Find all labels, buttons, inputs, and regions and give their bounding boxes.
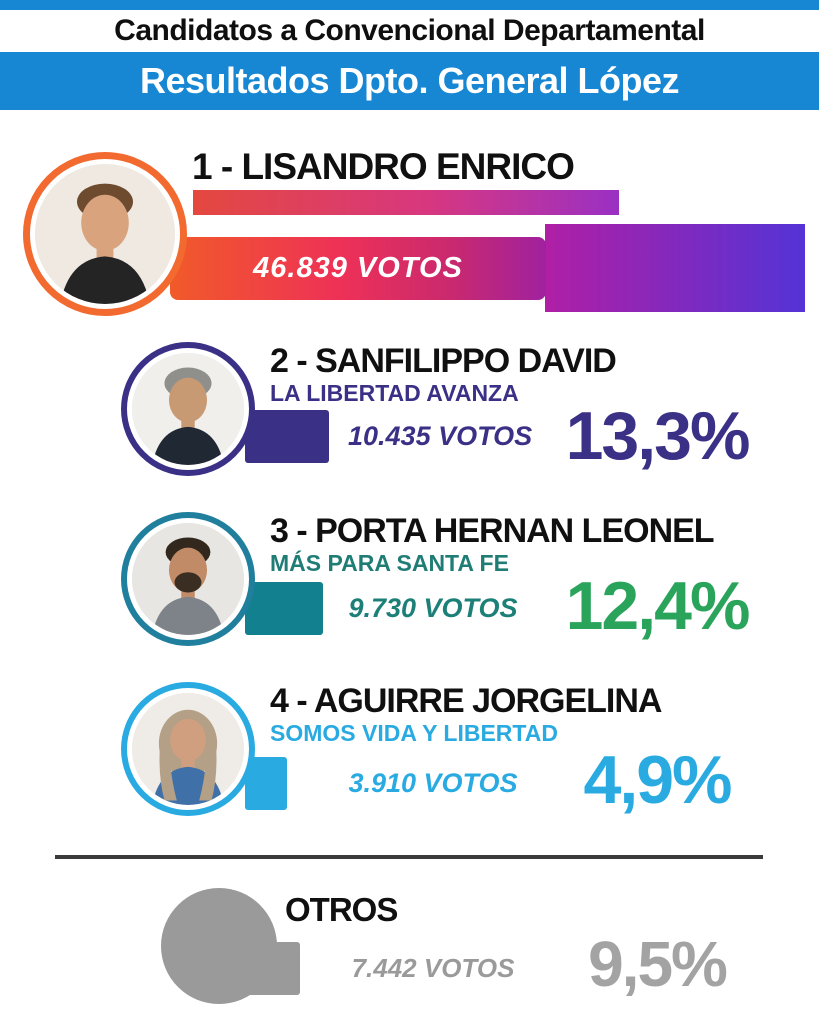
candidate-avatar <box>121 512 255 646</box>
percentage-value: 12,4% <box>565 568 751 644</box>
votes-label: 7.442 VOTOS <box>351 953 515 983</box>
candidate-photo <box>35 164 175 304</box>
candidate-photo <box>132 523 244 635</box>
others-avatar-placeholder <box>161 888 277 1004</box>
vote-bar: 46.839 VOTOS <box>170 237 546 300</box>
subtitle-banner: Resultados Dpto. General López <box>0 52 819 110</box>
percentage-value: 4,9% <box>583 742 733 818</box>
candidate-avatar <box>23 152 187 316</box>
section-divider <box>55 855 763 859</box>
person-photo-placeholder-icon <box>132 353 244 465</box>
candidate-avatar <box>121 682 255 816</box>
top-accent-strip <box>0 0 819 10</box>
candidate-name: 2 - SANFILIPPO DAVID <box>270 342 617 380</box>
candidate-party: SOMOS VIDA Y LIBERTAD <box>270 720 558 746</box>
votes-label: 3.910 VOTOS <box>348 768 518 798</box>
candidate-party: MÁS PARA SANTA FE <box>270 550 509 576</box>
candidate-photo <box>132 693 244 805</box>
candidate-party: UNIDOS PARA CAMBIAR SANTA FE <box>193 190 620 215</box>
votes-label: 46.839 VOTOS <box>253 252 463 284</box>
votes-label: 10.435 VOTOS <box>348 421 533 451</box>
candidate-name: 4 - AGUIRRE JORGELINA <box>270 682 662 720</box>
candidate-name: 1 - LISANDRO ENRICO <box>192 146 575 187</box>
vote-bar <box>245 410 329 463</box>
vote-bar <box>245 582 323 635</box>
page-title: Candidatos a Convencional Departamental <box>114 14 705 47</box>
others-label: OTROS <box>285 891 398 928</box>
candidate-party: LA LIBERTAD AVANZA <box>270 380 519 406</box>
person-photo-placeholder-icon <box>35 164 175 304</box>
subtitle-text: Resultados Dpto. General López <box>139 60 680 101</box>
percentage-value: 13,3% <box>565 398 751 474</box>
votes-label: 9.730 VOTOS <box>348 593 518 623</box>
candidate-photo <box>132 353 244 465</box>
percentage-value: 59,7% <box>545 224 805 312</box>
candidate-name: 3 - PORTA HERNAN LEONEL <box>270 512 715 550</box>
candidate-avatar <box>121 342 255 476</box>
person-photo-placeholder-icon <box>132 693 244 805</box>
percentage-value: 9,5% <box>588 928 728 1000</box>
person-photo-placeholder-icon <box>132 523 244 635</box>
